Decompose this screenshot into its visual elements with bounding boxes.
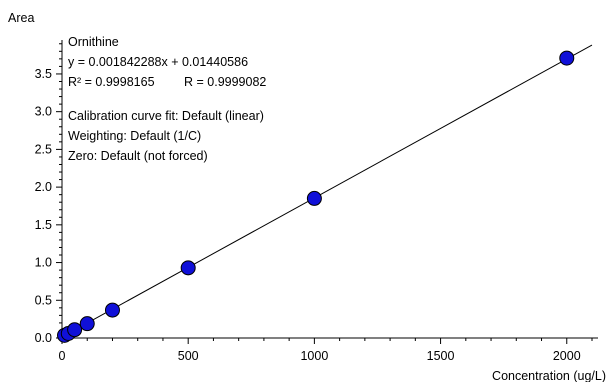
x-ticks: 0 500 1000 1500 2000: [59, 338, 593, 363]
weighting-label: Weighting: Default (1/C): [68, 129, 201, 143]
data-point: [306, 190, 322, 206]
y-tick-label: 0.0: [35, 331, 52, 345]
y-tick-label: 1.0: [35, 256, 52, 270]
data-points: [57, 50, 575, 343]
y-tick-label: 2.5: [35, 142, 52, 156]
y-tick-label: 0.5: [35, 293, 52, 307]
y-tick-label: 1.5: [35, 218, 52, 232]
r-squared-label: R² = 0.9998165: [68, 75, 155, 89]
regression-equation: y = 0.001842288x + 0.01440586: [68, 55, 248, 69]
x-tick-label: 2000: [553, 349, 581, 363]
data-point: [559, 50, 575, 66]
regression-line: [61, 44, 593, 338]
x-tick-label: 0: [59, 349, 66, 363]
y-tick-label: 2.0: [35, 180, 52, 194]
y-ticks: 0.0 0.5 1.0 1.5 2.0 2.5 3.0 3.5: [35, 43, 62, 345]
data-point: [180, 260, 196, 276]
data-point: [79, 316, 95, 332]
y-axis-title: Area: [8, 11, 34, 25]
annotation-block: Ornithine y = 0.001842288x + 0.01440586 …: [68, 35, 266, 163]
fit-type-label: Calibration curve fit: Default (linear): [68, 109, 264, 123]
y-tick-label: 3.0: [35, 105, 52, 119]
data-point: [67, 322, 83, 338]
x-tick-label: 1500: [427, 349, 455, 363]
r-label: R = 0.9999082: [184, 75, 266, 89]
x-axis-title: Concentration (ug/L): [492, 369, 606, 382]
y-tick-label: 3.5: [35, 67, 52, 81]
data-point: [104, 302, 120, 318]
x-tick-label: 1000: [300, 349, 328, 363]
zero-label: Zero: Default (not forced): [68, 149, 208, 163]
compound-name: Ornithine: [68, 35, 119, 49]
x-tick-label: 500: [178, 349, 199, 363]
